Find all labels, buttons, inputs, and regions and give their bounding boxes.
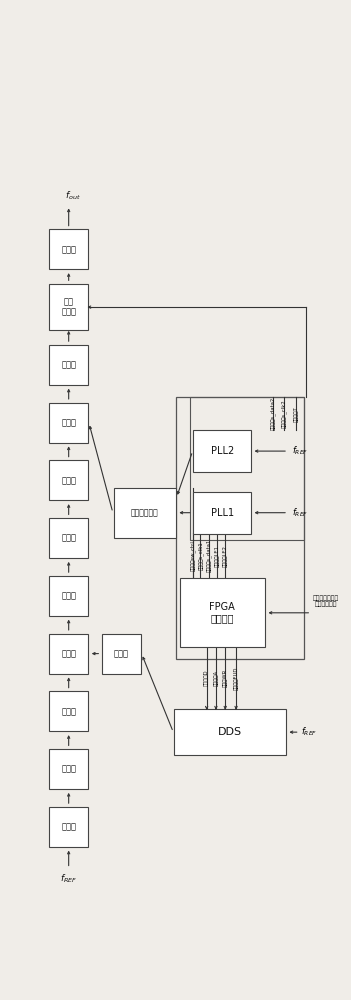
Text: 写脉冲WR: 写脉冲WR xyxy=(223,669,228,687)
Text: 混频器: 混频器 xyxy=(61,418,76,427)
Text: 倍频器: 倍频器 xyxy=(61,822,76,831)
Bar xyxy=(114,488,176,538)
Bar xyxy=(102,634,141,674)
Bar xyxy=(49,576,88,616)
Text: 串行数据s_data2: 串行数据s_data2 xyxy=(270,397,275,430)
Text: 滤波器: 滤波器 xyxy=(114,649,129,658)
Text: 滤波器: 滤波器 xyxy=(61,707,76,716)
Text: FPGA
控制电路: FPGA 控制电路 xyxy=(209,602,235,624)
Bar xyxy=(49,634,88,674)
Text: $f_{REF}$: $f_{REF}$ xyxy=(60,872,77,885)
Text: 更新脉冲FUD: 更新脉冲FUD xyxy=(233,667,239,690)
Bar xyxy=(49,284,88,330)
Text: 串行时钟s_clk1: 串行时钟s_clk1 xyxy=(198,541,203,570)
Text: $f_{REF}$: $f_{REF}$ xyxy=(292,506,308,519)
Text: 隔离器: 隔离器 xyxy=(61,245,76,254)
Bar xyxy=(49,460,88,500)
Bar xyxy=(49,691,88,731)
Bar xyxy=(49,749,88,789)
Bar xyxy=(49,345,88,385)
Bar xyxy=(49,518,88,558)
Text: $f_{REF}$: $f_{REF}$ xyxy=(301,726,317,738)
Text: 放大器: 放大器 xyxy=(61,360,76,369)
Text: 放大器: 放大器 xyxy=(61,534,76,543)
Text: 并行数据D: 并行数据D xyxy=(204,670,209,686)
Text: 混频器: 混频器 xyxy=(61,649,76,658)
Text: PLL1: PLL1 xyxy=(211,508,234,518)
Text: 串行数据s_data1: 串行数据s_data1 xyxy=(206,539,212,572)
Text: DDS: DDS xyxy=(218,727,242,737)
Text: 滤波器: 滤波器 xyxy=(61,476,76,485)
Bar xyxy=(49,403,88,443)
Text: 使能信号LE1: 使能信号LE1 xyxy=(215,545,220,567)
Text: 并行地址A: 并行地址A xyxy=(213,670,218,686)
Bar xyxy=(49,229,88,269)
Bar xyxy=(174,709,286,755)
Bar xyxy=(193,430,251,472)
Bar xyxy=(190,397,304,540)
Bar xyxy=(49,807,88,847)
Text: $f_{REF}$: $f_{REF}$ xyxy=(292,445,308,457)
Text: 外部调制脉冲与
模式控制信号: 外部调制脉冲与 模式控制信号 xyxy=(313,595,339,607)
Bar xyxy=(193,492,251,534)
Text: 使能信号LE2: 使能信号LE2 xyxy=(223,545,228,567)
Text: 脉冲
调制器: 脉冲 调制器 xyxy=(61,297,76,317)
Text: 隔离器: 隔离器 xyxy=(61,765,76,774)
Text: PLL2: PLL2 xyxy=(211,446,234,456)
Text: 隔离器: 隔离器 xyxy=(61,591,76,600)
Text: 开关控制sw_ctrl: 开关控制sw_ctrl xyxy=(190,540,196,571)
Text: 串行时钟s_clk2: 串行时钟s_clk2 xyxy=(281,399,287,428)
Bar xyxy=(176,397,304,659)
Bar xyxy=(179,578,265,647)
Text: $f_{out}$: $f_{out}$ xyxy=(65,190,80,202)
Text: 单刀双掷开关: 单刀双掷开关 xyxy=(131,508,159,517)
Text: 调制脉冲T: 调制脉冲T xyxy=(293,406,298,422)
